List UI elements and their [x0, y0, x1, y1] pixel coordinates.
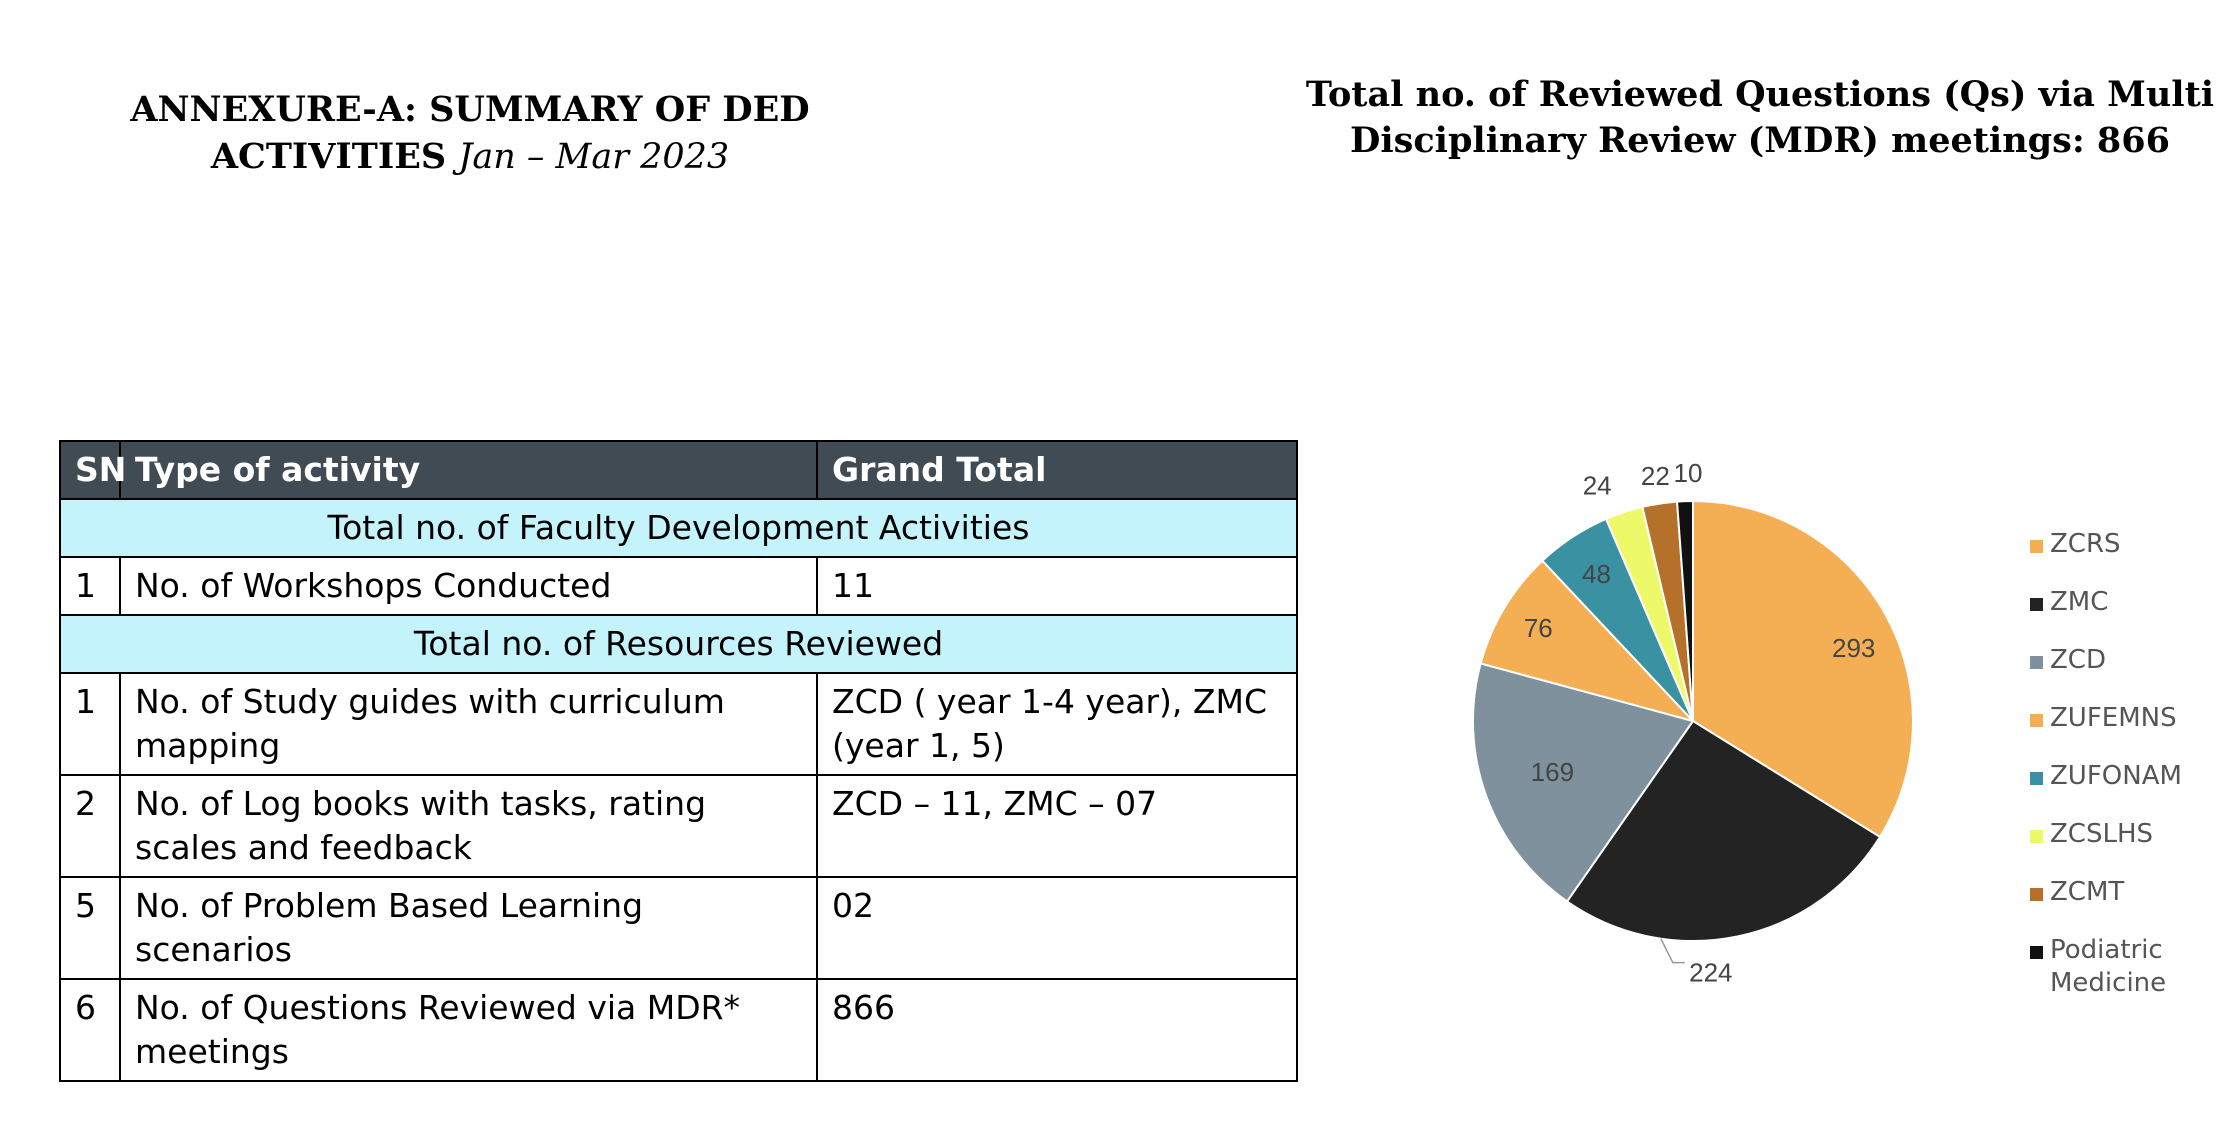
page-title: ANNEXURE-A: SUMMARY OF DED ACTIVITIES Ja… [120, 86, 820, 181]
activity-summary-table: SN Type of activity Grand Total Total no… [58, 440, 1299, 1082]
chart-title: Total no. of Reviewed Questions (Qs) via… [1305, 74, 2215, 161]
cell-total: 866 [816, 978, 1299, 1082]
table-row: 1 No. of Study guides with curriculum ma… [59, 672, 1299, 776]
cell-total: 02 [816, 876, 1299, 980]
table-row: 6 No. of Questions Reviewed via MDR* mee… [59, 978, 1299, 1082]
legend-label: ZMC [2050, 587, 2109, 617]
legend-item: ZMC [2030, 586, 2180, 644]
chart-legend: ZCRS ZMC ZCD ZUFEMNS ZUFONAM ZCSLHS ZCMT Podiat… [2030, 528, 2182, 998]
cell-activity: No. of Workshops Conducted [118, 556, 819, 616]
pie-slice-zcd [1472, 662, 1695, 903]
pie-slice-zufemns [1479, 559, 1697, 723]
pie-slice-podiatric-medicine [1675, 499, 1694, 722]
title-period: Jan – Mar 2023 [458, 137, 730, 177]
legend-label: ZCMT [2050, 877, 2125, 907]
cell-total: 11 [816, 556, 1299, 616]
legend-swatch [2030, 888, 2043, 901]
cell-total: ZCD – 11, ZMC – 07 [816, 774, 1299, 878]
cell-total: ZCD ( year 1-4 year), ZMC (year 1, 5) [816, 672, 1299, 776]
legend-swatch [2030, 946, 2043, 959]
cell-activity: No. of Questions Reviewed via MDR* meeti… [118, 978, 819, 1082]
legend-item: Podiatric Medicine [2030, 934, 2180, 998]
cell-activity: No. of Log books with tasks, rating scal… [118, 774, 819, 878]
data-label: 10 [1674, 458, 1703, 488]
cell-sn: 6 [59, 978, 121, 1082]
data-label: 169 [1531, 757, 1574, 787]
cell-sn: 5 [59, 876, 121, 980]
section-faculty-development: Total no. of Faculty Development Activit… [58, 498, 1299, 558]
cell-sn: 2 [59, 774, 121, 878]
legend-label: Podiatric Medicine [2050, 935, 2167, 998]
cell-sn: 1 [59, 672, 121, 776]
cell-activity: No. of Problem Based Learning scenarios [118, 876, 819, 980]
table-row: 5 No. of Problem Based Learning scenario… [59, 876, 1299, 980]
title-bold: ANNEXURE-A: SUMMARY OF DED ACTIVITIES [130, 89, 810, 177]
legend-label: ZUFEMNS [2050, 703, 2177, 733]
pie-slice-zcrs [1692, 499, 1914, 839]
legend-label: ZCRS [2050, 529, 2121, 559]
legend-swatch [2030, 830, 2043, 843]
legend-item: ZUFEMNS [2030, 702, 2180, 760]
legend-swatch [2030, 540, 2043, 553]
legend-item: ZCMT [2030, 876, 2180, 934]
pie-chart: 293 224 169 76 48 24 22 10 [1472, 458, 1914, 988]
col-header-sn: SN [59, 440, 126, 500]
legend-item: ZCSLHS [2030, 818, 2180, 876]
legend-swatch [2030, 656, 2043, 669]
col-header-activity: Type of activity [118, 440, 819, 500]
legend-swatch [2030, 598, 2043, 611]
cell-activity: No. of Study guides with curriculum mapp… [118, 672, 819, 776]
legend-item: ZCD [2030, 644, 2180, 702]
legend-label: ZUFONAM [2050, 761, 2182, 791]
section-row: Total no. of Resources Reviewed [58, 614, 1299, 674]
data-label: 76 [1524, 613, 1553, 643]
legend-item: ZUFONAM [2030, 760, 2182, 818]
legend-label: ZCD [2050, 645, 2106, 675]
data-label: 224 [1689, 958, 1732, 988]
table-row: 1 No. of Workshops Conducted 11 [59, 556, 1299, 616]
table-row: 2 No. of Log books with tasks, rating sc… [59, 774, 1299, 878]
data-label: 48 [1582, 559, 1611, 589]
data-label: 22 [1641, 461, 1670, 491]
data-label: 24 [1583, 471, 1612, 501]
legend-swatch [2030, 772, 2043, 785]
data-label: 293 [1832, 633, 1875, 663]
legend-swatch [2030, 714, 2043, 727]
section-resources-reviewed: Total no. of Resources Reviewed [58, 614, 1299, 674]
legend-item: ZCRS [2030, 528, 2180, 586]
table-header-row: SN Type of activity Grand Total [59, 440, 1299, 500]
cell-sn: 1 [59, 556, 121, 616]
leader-line [1660, 938, 1685, 964]
pie-slice-zmc [1565, 719, 1882, 942]
col-header-total: Grand Total [816, 440, 1299, 500]
legend-label: ZCSLHS [2050, 819, 2154, 849]
section-row: Total no. of Faculty Development Activit… [58, 498, 1299, 558]
